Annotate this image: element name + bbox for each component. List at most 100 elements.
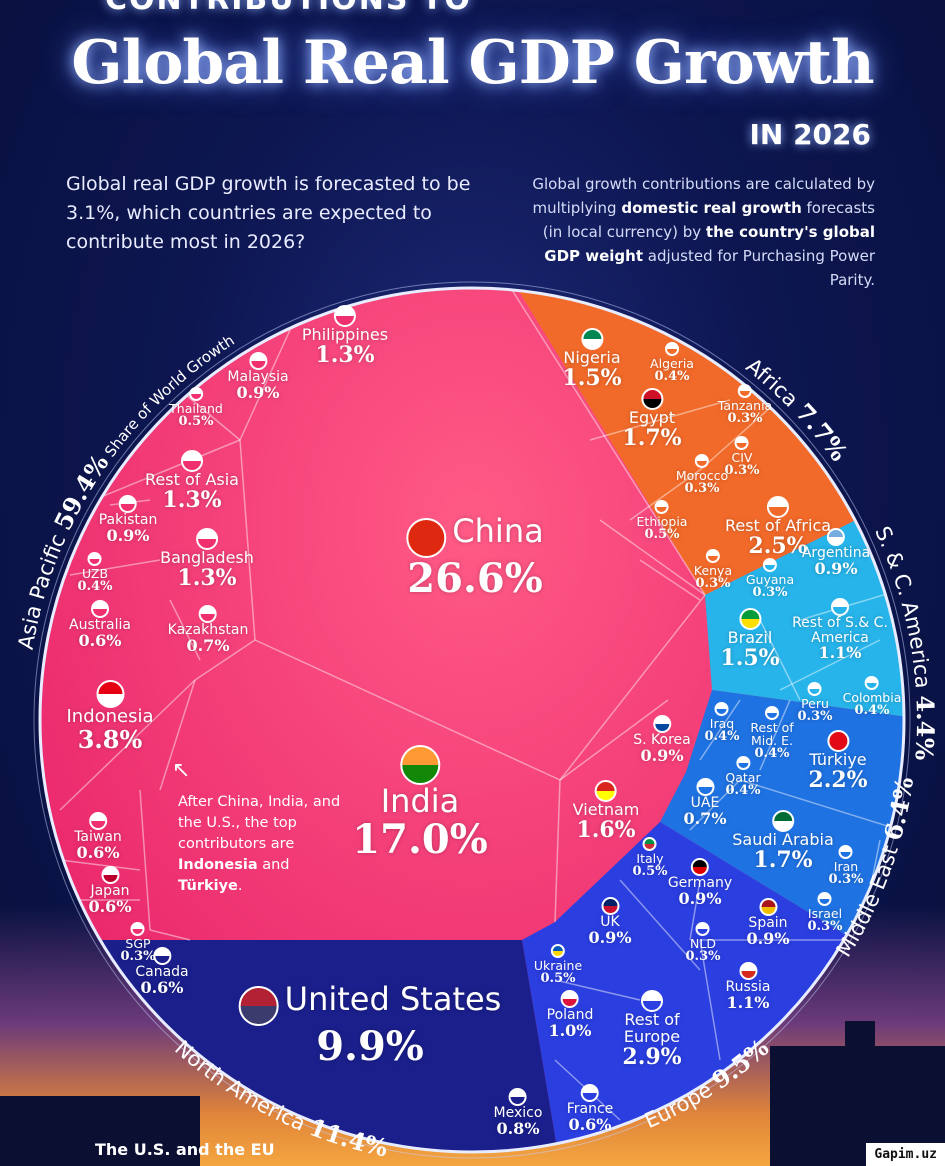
flag-icon-ethiopia xyxy=(654,499,669,514)
country-cell-thailand: Thailand 0.5% xyxy=(169,385,223,429)
cell-border xyxy=(699,939,721,1061)
country-cell-algeria: Algeria 0.4% xyxy=(650,340,694,384)
country-name: Argentina xyxy=(801,545,871,561)
cell-border xyxy=(559,699,669,781)
country-cell-tanzania: Tanzania 0.3% xyxy=(718,382,772,426)
flag-icon-philippines xyxy=(333,305,356,327)
annotation-text: . xyxy=(237,878,243,894)
country-value: 0.5% xyxy=(540,970,576,986)
country-cell-indonesia: Indonesia 3.8% xyxy=(66,680,154,754)
country-cell-pakistan: Pakistan 0.9% xyxy=(99,495,157,545)
country-name: Peru xyxy=(801,695,829,711)
country-value: 0.5% xyxy=(644,526,680,542)
country-value: 1.3% xyxy=(315,341,375,368)
country-value: 1.3% xyxy=(177,564,237,591)
country-cell-colombia: Colombia 0.4% xyxy=(842,674,902,718)
country-name: Germany xyxy=(667,875,733,891)
country-name: India xyxy=(380,782,460,820)
skyline-building xyxy=(0,1096,200,1166)
country-name: Colombia xyxy=(842,689,902,705)
country-cell-france: France 0.6% xyxy=(566,1084,614,1133)
country-value: 0.7% xyxy=(683,808,727,828)
cell-border xyxy=(689,879,701,941)
country-value: 0.6% xyxy=(88,896,132,916)
country-value: 0.4% xyxy=(704,728,740,744)
cell-border xyxy=(629,469,701,521)
country-value: 3.8% xyxy=(77,724,143,754)
country-cell-china: China 26.6% xyxy=(406,512,544,600)
country-value: 0.3% xyxy=(695,575,731,591)
country-name: Rest of Europe xyxy=(623,1010,681,1046)
country-name: UZB xyxy=(81,565,109,581)
country-value: 1.1% xyxy=(818,643,862,663)
country-name: SGP xyxy=(125,935,151,951)
cell-border xyxy=(699,699,741,761)
country-value: 0.9% xyxy=(678,888,722,908)
flag-icon-canada xyxy=(153,947,171,965)
cell-border xyxy=(779,639,881,691)
country-name: Japan xyxy=(90,883,130,899)
country-name: NLD xyxy=(690,935,716,951)
country-cell-poland: Poland 1.0% xyxy=(547,990,593,1039)
country-value: 0.3% xyxy=(684,480,720,496)
country-cell-iran: Iran 0.3% xyxy=(829,843,863,887)
annotation-bold: Indonesia xyxy=(178,857,258,873)
country-value: 0.3% xyxy=(685,948,721,964)
flag-icon-sgp xyxy=(130,921,145,936)
country-name: China xyxy=(452,512,544,550)
country-value: 0.6% xyxy=(140,977,184,997)
country-name: CIV xyxy=(731,449,753,465)
country-cell-russia: Russia 1.1% xyxy=(725,962,771,1011)
country-value: 0.4% xyxy=(77,578,113,594)
flag-icon-rest-of-europe xyxy=(641,990,663,1012)
country-value: 0.9% xyxy=(746,928,790,948)
cell-border xyxy=(194,639,256,681)
country-cell-canada: Canada 0.6% xyxy=(135,947,189,997)
country-name: Rest of Mid. E. xyxy=(750,719,794,748)
country-cell-s-korea: S. Korea 0.9% xyxy=(633,715,691,764)
country-cell-civ: CIV 0.3% xyxy=(725,434,759,478)
flag-icon-nigeria xyxy=(581,328,603,350)
flag-icon-qatar xyxy=(735,755,750,770)
country-value: 0.3% xyxy=(120,948,156,964)
country-value: 2.9% xyxy=(622,1043,682,1070)
country-name: S. Korea xyxy=(633,732,691,748)
flag-icon-colombia xyxy=(865,675,879,690)
flag-icon-egypt xyxy=(641,388,663,410)
country-name: Israel xyxy=(807,905,843,921)
country-value: 0.9% xyxy=(106,525,150,545)
methodology-text: adjusted for Purchasing Power Parity. xyxy=(643,247,875,289)
country-cell-mexico: Mexico 0.8% xyxy=(494,1088,542,1138)
country-name: Thailand xyxy=(169,400,223,416)
flag-icon-poland xyxy=(561,990,579,1008)
country-value: 1.7% xyxy=(753,846,813,873)
country-cell-nigeria: Nigeria 1.5% xyxy=(562,328,622,390)
country-value: 0.8% xyxy=(496,1118,540,1138)
cell-border xyxy=(59,859,141,871)
flag-icon-malaysia xyxy=(249,352,267,370)
country-value: 0.5% xyxy=(178,413,214,429)
flag-icon-tanzania xyxy=(738,383,752,398)
methodology-bold: domestic real growth xyxy=(621,199,802,217)
cell-border xyxy=(239,329,291,441)
flag-icon-civ xyxy=(734,435,749,450)
country-name: Rest of Africa xyxy=(724,516,832,535)
country-name: Bangladesh xyxy=(160,548,254,567)
flag-icon-rest-of-asia xyxy=(180,450,203,472)
country-name: France xyxy=(566,1101,614,1117)
flag-icon-germany xyxy=(690,858,709,876)
country-name: Ukraine xyxy=(533,957,583,973)
watermark: Gapim.uz xyxy=(866,1143,945,1166)
flag-icon-guyana xyxy=(763,557,777,572)
skyline-building xyxy=(845,1021,875,1166)
country-cell-egypt: Egypt 1.7% xyxy=(622,388,682,450)
methodology-note: Global growth contributions are calculat… xyxy=(515,172,875,292)
country-cell-germany: Germany 0.9% xyxy=(668,858,732,907)
country-name: Philippines xyxy=(301,325,389,344)
cell-border xyxy=(139,789,151,931)
country-value: 2.2% xyxy=(808,766,868,793)
flag-icon-iran xyxy=(838,844,853,859)
country-cell-brazil: Brazil 1.5% xyxy=(720,608,780,670)
country-name: Algeria xyxy=(650,355,694,371)
country-name: Australia xyxy=(69,617,131,633)
